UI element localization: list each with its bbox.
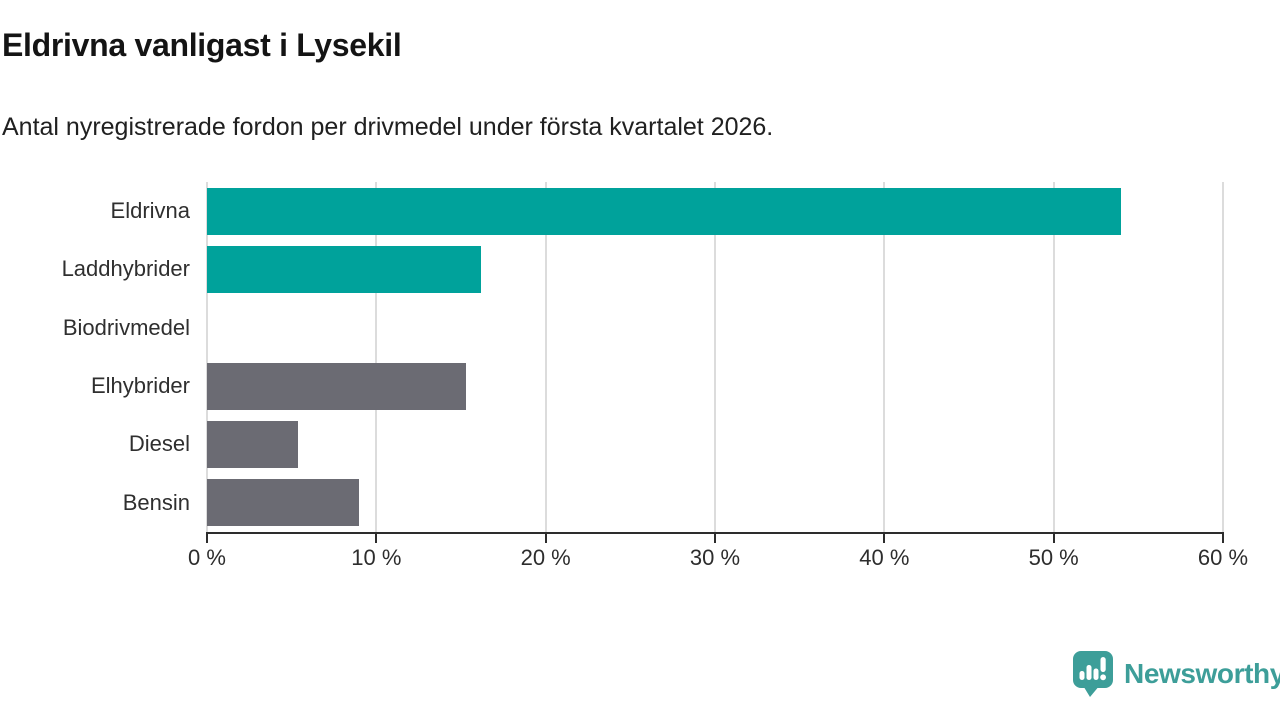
bar-laddhybrider (207, 245, 482, 293)
chart-subtitle: Antal nyregistrerade fordon per drivmede… (2, 113, 774, 141)
tick-mark (206, 534, 208, 543)
gridline (206, 182, 208, 532)
bar-row (207, 474, 1223, 532)
tick-mark (375, 534, 378, 543)
gridline (883, 182, 886, 532)
bar-row (207, 415, 1223, 473)
tick-mark (714, 534, 716, 543)
tick-label: 30 % (689, 545, 741, 570)
bar-bensin (207, 479, 360, 527)
chart-title: Eldrivna vanligast i Lysekil (2, 27, 402, 63)
tick-label: 0 % (188, 545, 226, 570)
bar-eldrivna (207, 187, 1122, 235)
tick-mark (544, 534, 547, 543)
tick-label: 60 % (1197, 545, 1249, 570)
gridline (1052, 182, 1055, 532)
tick-mark (1052, 534, 1055, 543)
plot-area (206, 182, 1224, 532)
tick-mark (883, 534, 886, 543)
gridline (714, 182, 716, 532)
brand-footer: Newsworthy (1070, 649, 1280, 698)
category-label: Laddhybrider (61, 256, 190, 282)
bar-elhybrider (207, 362, 467, 410)
tick-label: 40 % (859, 545, 910, 570)
bar-row (207, 182, 1223, 240)
gridline (1222, 182, 1224, 532)
newsworthy-logo-icon (1073, 651, 1113, 697)
tick-label: 50 % (1028, 545, 1079, 570)
category-label: Diesel (128, 431, 190, 457)
tick-label: 20 % (520, 545, 571, 570)
bar-row (207, 240, 1223, 298)
gridline (375, 182, 378, 532)
category-label: Bensin (122, 489, 190, 515)
bar-row (207, 357, 1223, 415)
bars-container (207, 182, 1223, 532)
x-axis-line (206, 532, 1224, 534)
bar-chart: Eldrivna Laddhybrider Biodrivmedel Elhybrid… (0, 182, 1280, 582)
category-label: Eldrivna (110, 198, 190, 224)
tick-label: 10 % (351, 545, 402, 570)
brand-name: Newsworthy (1124, 657, 1280, 689)
category-label: Elhybrider (90, 373, 190, 399)
category-label: Biodrivmedel (62, 314, 190, 340)
tick-mark (1222, 534, 1224, 543)
category-label-column: Eldrivna Laddhybrider Biodrivmedel Elhybrid… (0, 182, 190, 532)
bar-row (207, 299, 1223, 357)
bar-diesel (207, 420, 299, 468)
gridline (544, 182, 547, 532)
